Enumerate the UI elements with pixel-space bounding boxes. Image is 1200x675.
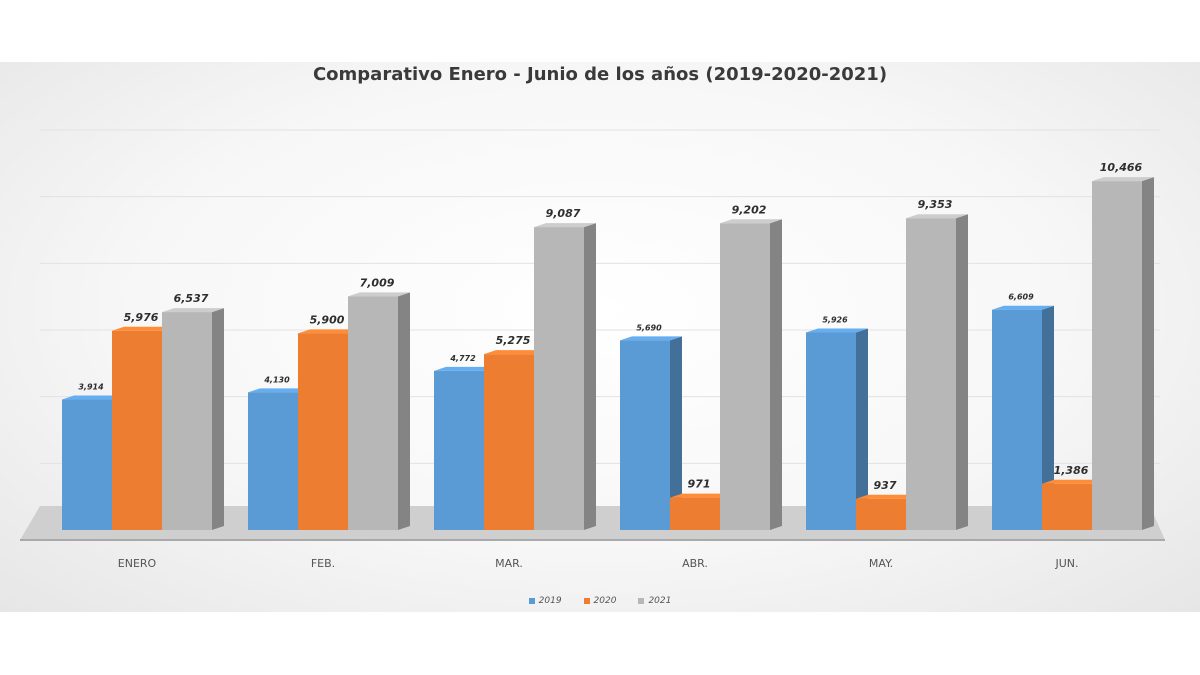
bar-top-2019-4: [806, 328, 868, 333]
category-label-3: ABR.: [682, 557, 708, 570]
bar-2019-2: [434, 370, 484, 530]
bar-2019-5: [992, 309, 1042, 530]
bar-2019-0: [62, 399, 112, 530]
data-label-2019-3: 5,690: [636, 323, 662, 332]
category-label-4: MAY.: [869, 557, 893, 570]
bar-top-2021-4: [906, 214, 968, 219]
bar-2021-2: [534, 227, 584, 530]
bar-side-2019-4: [856, 328, 868, 530]
bar-top-2021-2: [534, 223, 596, 228]
bar-side-2021-0: [212, 308, 224, 530]
category-label-2: MAR.: [495, 557, 523, 570]
bar-top-2021-3: [720, 219, 782, 224]
category-label-0: ENERO: [118, 557, 157, 570]
bar-2020-1: [298, 333, 348, 530]
bar-top-2020-2: [484, 350, 546, 355]
category-label-1: FEB.: [311, 557, 335, 570]
data-label-2021-3: 9,202: [732, 203, 767, 216]
bar-top-2019-5: [992, 305, 1054, 310]
data-label-2020-1: 5,900: [310, 313, 345, 326]
data-label-2021-0: 6,537: [174, 292, 209, 305]
bar-2020-4: [856, 498, 906, 530]
bar-side-2021-4: [956, 214, 968, 530]
bar-top-2021-1: [348, 292, 410, 297]
bar-side-2019-3: [670, 336, 682, 530]
data-label-2021-1: 7,009: [360, 276, 395, 289]
legend-swatch-2019: [528, 598, 535, 604]
bar-2021-0: [162, 312, 212, 530]
bar-side-2021-5: [1142, 177, 1154, 530]
legend-item-2019: 2019: [528, 596, 562, 606]
data-label-2020-0: 5,976: [124, 311, 159, 324]
data-label-2020-4: 937: [874, 479, 897, 492]
bar-2020-2: [484, 354, 534, 530]
data-label-2021-4: 9,353: [918, 198, 953, 211]
data-label-2020-5: 1,386: [1054, 464, 1089, 477]
legend-label-2019: 2019: [538, 596, 562, 606]
bar-top-2021-5: [1092, 177, 1154, 182]
bar-top-2020-3: [670, 493, 732, 498]
legend-label-2021: 2021: [648, 596, 672, 606]
data-label-2021-2: 9,087: [546, 207, 581, 220]
data-label-2019-4: 5,926: [822, 315, 848, 324]
bar-2020-0: [112, 330, 162, 530]
legend-item-2021: 2021: [638, 596, 671, 606]
data-label-2020-3: 971: [688, 478, 711, 491]
bar-side-2019-5: [1042, 305, 1054, 530]
legend-label-2020: 2020: [593, 596, 617, 606]
bar-top-2021-0: [162, 308, 224, 313]
bar-2021-4: [906, 218, 956, 530]
bar-top-2020-5: [1042, 479, 1104, 484]
data-label-2019-5: 6,609: [1008, 293, 1034, 302]
bar-2021-5: [1092, 181, 1142, 530]
bar-top-2020-4: [856, 494, 918, 499]
category-label-5: JUN.: [1054, 557, 1078, 570]
bar-top-2019-0: [62, 395, 124, 400]
chart-legend: 2019 2020 2021: [0, 596, 1200, 606]
bar-top-2019-3: [620, 336, 682, 341]
bar-2021-3: [720, 223, 770, 530]
bar-2021-1: [348, 296, 398, 530]
bar-2020-3: [670, 497, 720, 530]
bar-top-2019-1: [248, 388, 310, 393]
bar-2020-5: [1042, 483, 1092, 530]
legend-swatch-2020: [583, 598, 590, 604]
chart-title: Comparativo Enero - Junio de los años (2…: [312, 64, 888, 85]
data-label-2019-1: 4,130: [263, 375, 290, 384]
data-label-2020-2: 5,275: [496, 334, 531, 347]
bar-top-2020-0: [112, 326, 174, 331]
chart-plot: 3,914 5,976 6,537 ENERO 4,130 5,900 7,009 FEB. 4…: [20, 129, 1165, 570]
bar-side-2021-1: [398, 292, 410, 530]
bar-top-2019-2: [434, 366, 496, 371]
data-label-2019-0: 3,914: [78, 383, 104, 392]
legend-swatch-2021: [638, 598, 645, 604]
data-label-2021-5: 10,466: [1100, 161, 1143, 174]
bar-2019-4: [806, 332, 856, 530]
bar-2019-3: [620, 340, 670, 530]
data-label-2019-2: 4,772: [449, 354, 476, 363]
bar-side-2021-2: [584, 223, 596, 530]
bar-top-2020-1: [298, 329, 360, 334]
bar-2019-1: [248, 392, 298, 530]
legend-item-2020: 2020: [583, 596, 617, 606]
bar-side-2021-3: [770, 219, 782, 530]
